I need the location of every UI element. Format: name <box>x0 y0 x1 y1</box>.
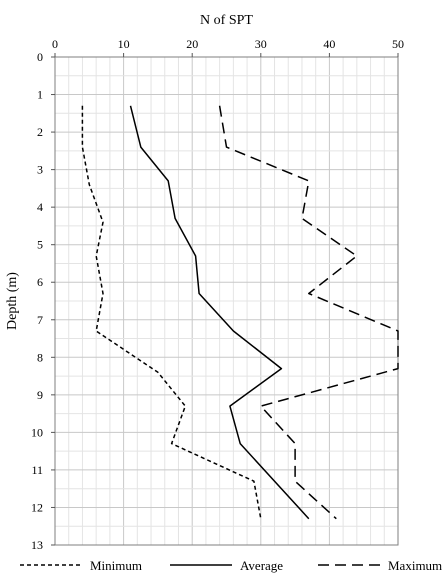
y-tick-label: 7 <box>37 313 43 327</box>
y-tick-label: 0 <box>37 50 43 64</box>
y-tick-label: 5 <box>37 238 43 252</box>
x-tick-label: 0 <box>52 37 58 51</box>
x-axis-title: N of SPT <box>200 13 253 28</box>
y-tick-label: 11 <box>31 463 43 477</box>
y-tick-label: 2 <box>37 125 43 139</box>
x-tick-label: 30 <box>255 37 267 51</box>
y-tick-label: 9 <box>37 388 43 402</box>
chart-grid <box>54 56 399 546</box>
x-tick-label: 50 <box>392 37 404 51</box>
y-tick-label: 8 <box>37 350 43 364</box>
chart-series <box>81 105 399 520</box>
chart-legend: Minimum Average Maximum <box>20 558 442 573</box>
x-tick-label: 20 <box>186 37 198 51</box>
y-tick-label: 6 <box>37 275 43 289</box>
x-tick-label: 10 <box>118 37 130 51</box>
legend-label-maximum: Maximum <box>388 558 442 573</box>
series-line-average <box>129 105 310 520</box>
x-tick-label: 40 <box>323 37 335 51</box>
y-tick-label: 3 <box>37 163 43 177</box>
series-line-maximum <box>218 105 399 520</box>
y-tick-label: 10 <box>31 425 43 439</box>
series-line-minimum <box>81 105 262 519</box>
y-tick-label: 4 <box>37 200 43 214</box>
y-tick-label: 1 <box>37 88 43 102</box>
legend-label-average: Average <box>240 558 283 573</box>
legend-label-minimum: Minimum <box>90 558 142 573</box>
y-tick-label: 13 <box>31 538 43 552</box>
y-axis-title: Depth (m) <box>5 272 20 330</box>
y-tick-label: 12 <box>31 500 43 514</box>
plot-frame <box>54 56 399 546</box>
